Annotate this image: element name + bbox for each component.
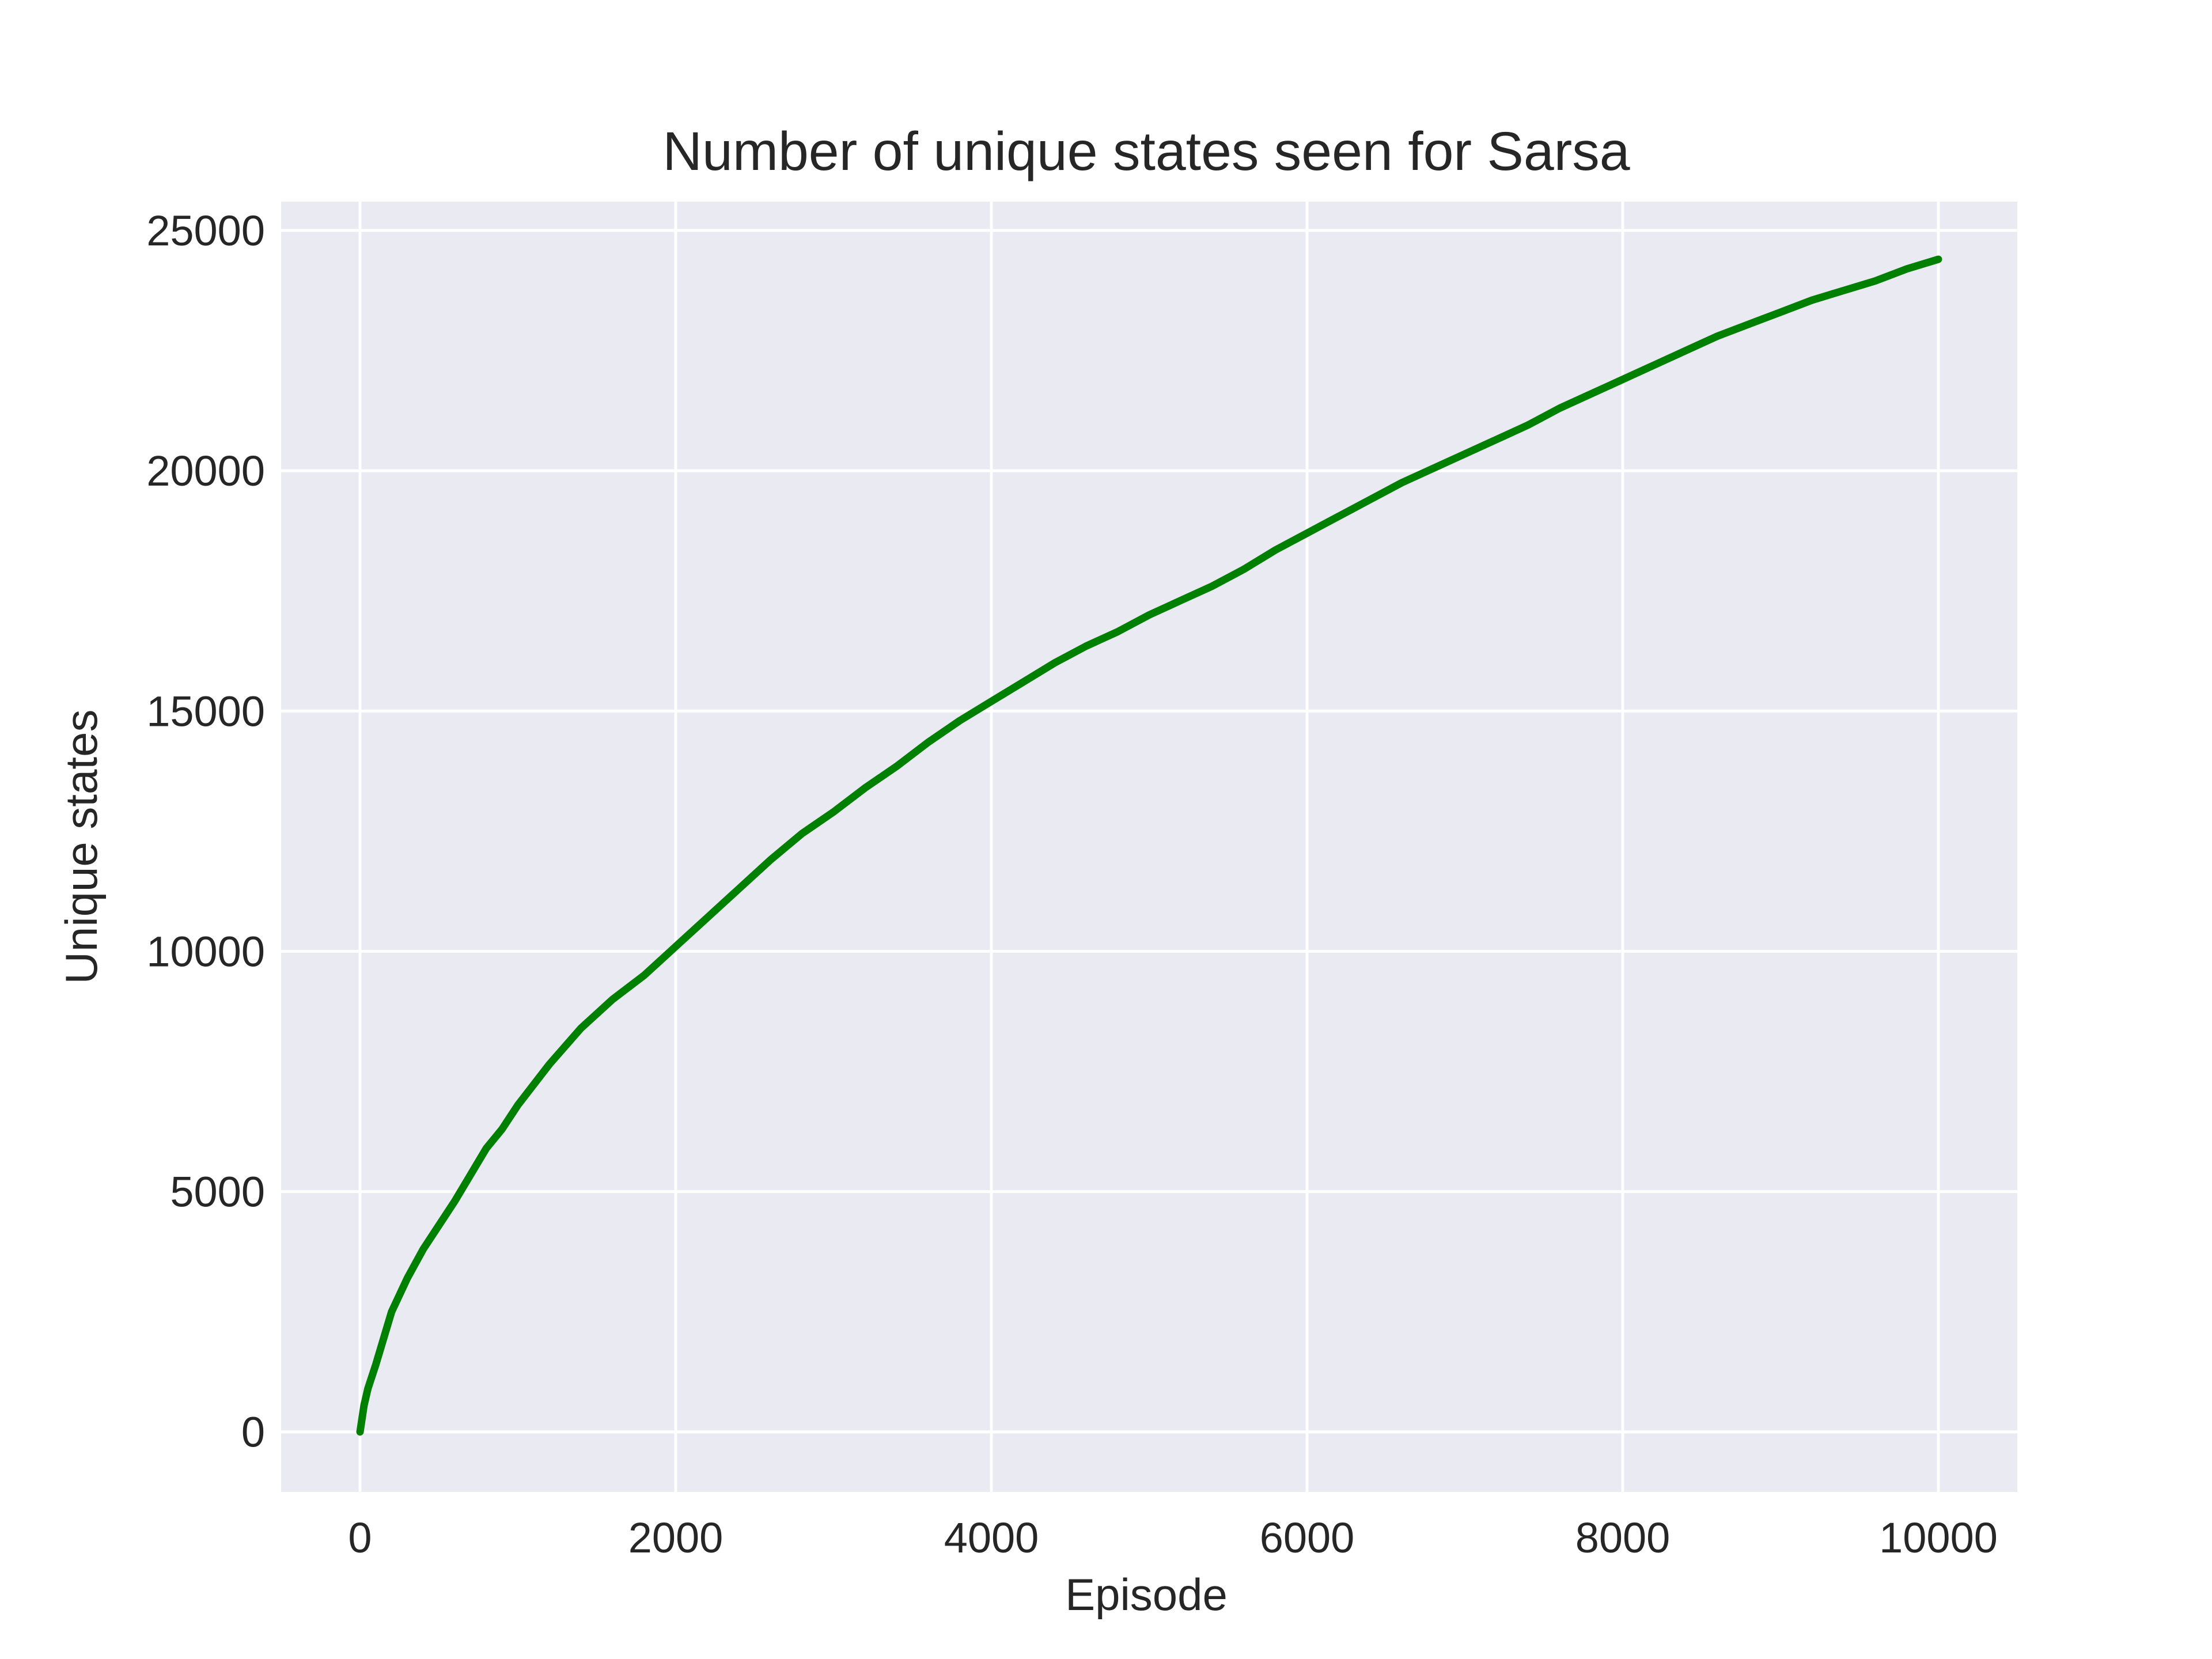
x-tick-label: 6000 — [1260, 1514, 1355, 1562]
x-tick-label: 8000 — [1575, 1514, 1671, 1562]
x-tick-labels: 0 2000 4000 6000 8000 10000 — [348, 1514, 1997, 1562]
series-line — [356, 255, 1942, 1436]
y-tick-label: 25000 — [146, 207, 265, 255]
x-tick-label: 10000 — [1879, 1514, 1998, 1562]
series-group — [356, 255, 1942, 1436]
x-tick-label: 0 — [348, 1514, 372, 1562]
y-tick-label: 0 — [241, 1408, 265, 1456]
x-tick-label: 2000 — [628, 1514, 724, 1562]
y-tick-label: 5000 — [170, 1168, 265, 1216]
y-tick-label: 15000 — [146, 687, 265, 735]
plot-area — [281, 202, 2017, 1492]
y-tick-label: 20000 — [146, 447, 265, 495]
y-gridlines — [281, 229, 2017, 1434]
chart-title: Number of unique states seen for Sarsa — [662, 121, 1630, 182]
x-gridlines — [358, 202, 1940, 1492]
y-tick-label: 10000 — [146, 927, 265, 975]
x-tick-label: 4000 — [944, 1514, 1039, 1562]
x-axis-label: Episode — [1065, 1569, 1228, 1620]
y-axis-label: Unique states — [56, 710, 107, 984]
y-tick-labels: 0 5000 10000 15000 20000 25000 — [146, 207, 265, 1456]
